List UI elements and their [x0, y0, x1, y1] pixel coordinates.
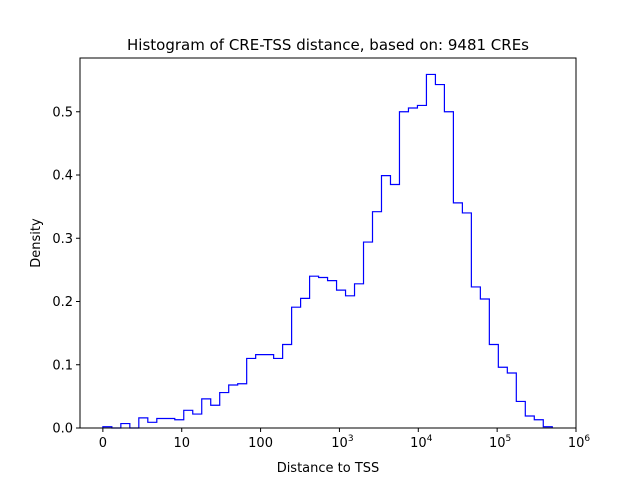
- histogram-bin: [274, 358, 283, 428]
- histogram-bin: [247, 358, 256, 428]
- histogram-bin: [534, 420, 543, 428]
- histogram-bin: [148, 422, 157, 428]
- histogram-bin: [498, 367, 507, 428]
- y-tick-label: 0.2: [52, 295, 73, 310]
- histogram-bin: [238, 384, 247, 428]
- histogram-step-line: [102, 73, 553, 429]
- y-tick-label: 0.5: [52, 105, 73, 120]
- histogram-bin: [220, 393, 229, 428]
- histogram-bin: [184, 410, 193, 428]
- y-axis: 0.0 0.1 0.2 0.3 0.4 0.5: [52, 105, 80, 437]
- histogram-bin: [211, 405, 220, 428]
- histogram-bin: [193, 414, 202, 428]
- axes-frame: [79, 57, 577, 429]
- histogram-bin: [399, 112, 408, 428]
- histogram-bin: [426, 74, 435, 428]
- histogram-bin: [462, 213, 471, 428]
- histogram-bin: [381, 176, 390, 428]
- chart-title: Histogram of CRE-TSS distance, based on:…: [127, 36, 529, 54]
- x-tick-label: 0: [99, 436, 107, 451]
- x-tick-label: 10: [173, 436, 190, 451]
- y-tick-label: 0.0: [52, 422, 73, 437]
- y-tick-label: 0.3: [52, 232, 73, 247]
- histogram-bin: [337, 290, 346, 428]
- histogram-bin: [408, 108, 417, 428]
- x-axis-label: Distance to TSS: [277, 461, 380, 476]
- histogram-bin: [310, 276, 319, 428]
- histogram-bin: [444, 112, 453, 428]
- histogram-bin: [166, 419, 175, 428]
- histogram-bin: [319, 277, 328, 428]
- histogram-bin: [516, 401, 525, 428]
- histogram-bin: [355, 284, 364, 428]
- x-tick-label: 103: [331, 434, 353, 451]
- y-tick-label: 0.4: [52, 169, 73, 184]
- x-tick-label: 104: [410, 434, 433, 451]
- histogram-bin: [328, 281, 337, 428]
- histogram-bin: [453, 203, 462, 428]
- histogram-bin: [346, 296, 355, 428]
- histogram-bin: [480, 299, 489, 428]
- histogram-bin: [373, 212, 382, 428]
- histogram-bin: [364, 242, 373, 428]
- histogram-bin: [265, 355, 274, 428]
- x-tick-label: 105: [489, 434, 511, 451]
- histogram-bin: [417, 105, 426, 428]
- histogram-bin: [390, 184, 399, 428]
- x-axis: 0 10 100 103 104 105 106: [99, 428, 591, 451]
- histogram-bin: [525, 416, 534, 428]
- histogram-bin: [121, 424, 130, 428]
- histogram-bin: [202, 399, 211, 428]
- histogram-bin: [157, 419, 166, 428]
- histogram-bin: [139, 418, 148, 428]
- x-tick-label: 100: [248, 436, 273, 451]
- histogram-bin: [471, 287, 480, 428]
- histogram-bin: [229, 385, 238, 428]
- x-tick-label: 106: [568, 434, 591, 451]
- plot-area: [102, 73, 553, 429]
- histogram-bin: [292, 307, 301, 428]
- histogram-bin: [435, 85, 444, 428]
- histogram-bin: [301, 298, 310, 428]
- y-tick-label: 0.1: [52, 358, 73, 373]
- histogram-bin: [256, 355, 265, 428]
- histogram-bin: [283, 345, 292, 428]
- y-axis-label: Density: [29, 218, 44, 268]
- histogram-bin: [175, 420, 184, 428]
- histogram-bin: [507, 373, 516, 428]
- histogram-bin: [489, 345, 498, 428]
